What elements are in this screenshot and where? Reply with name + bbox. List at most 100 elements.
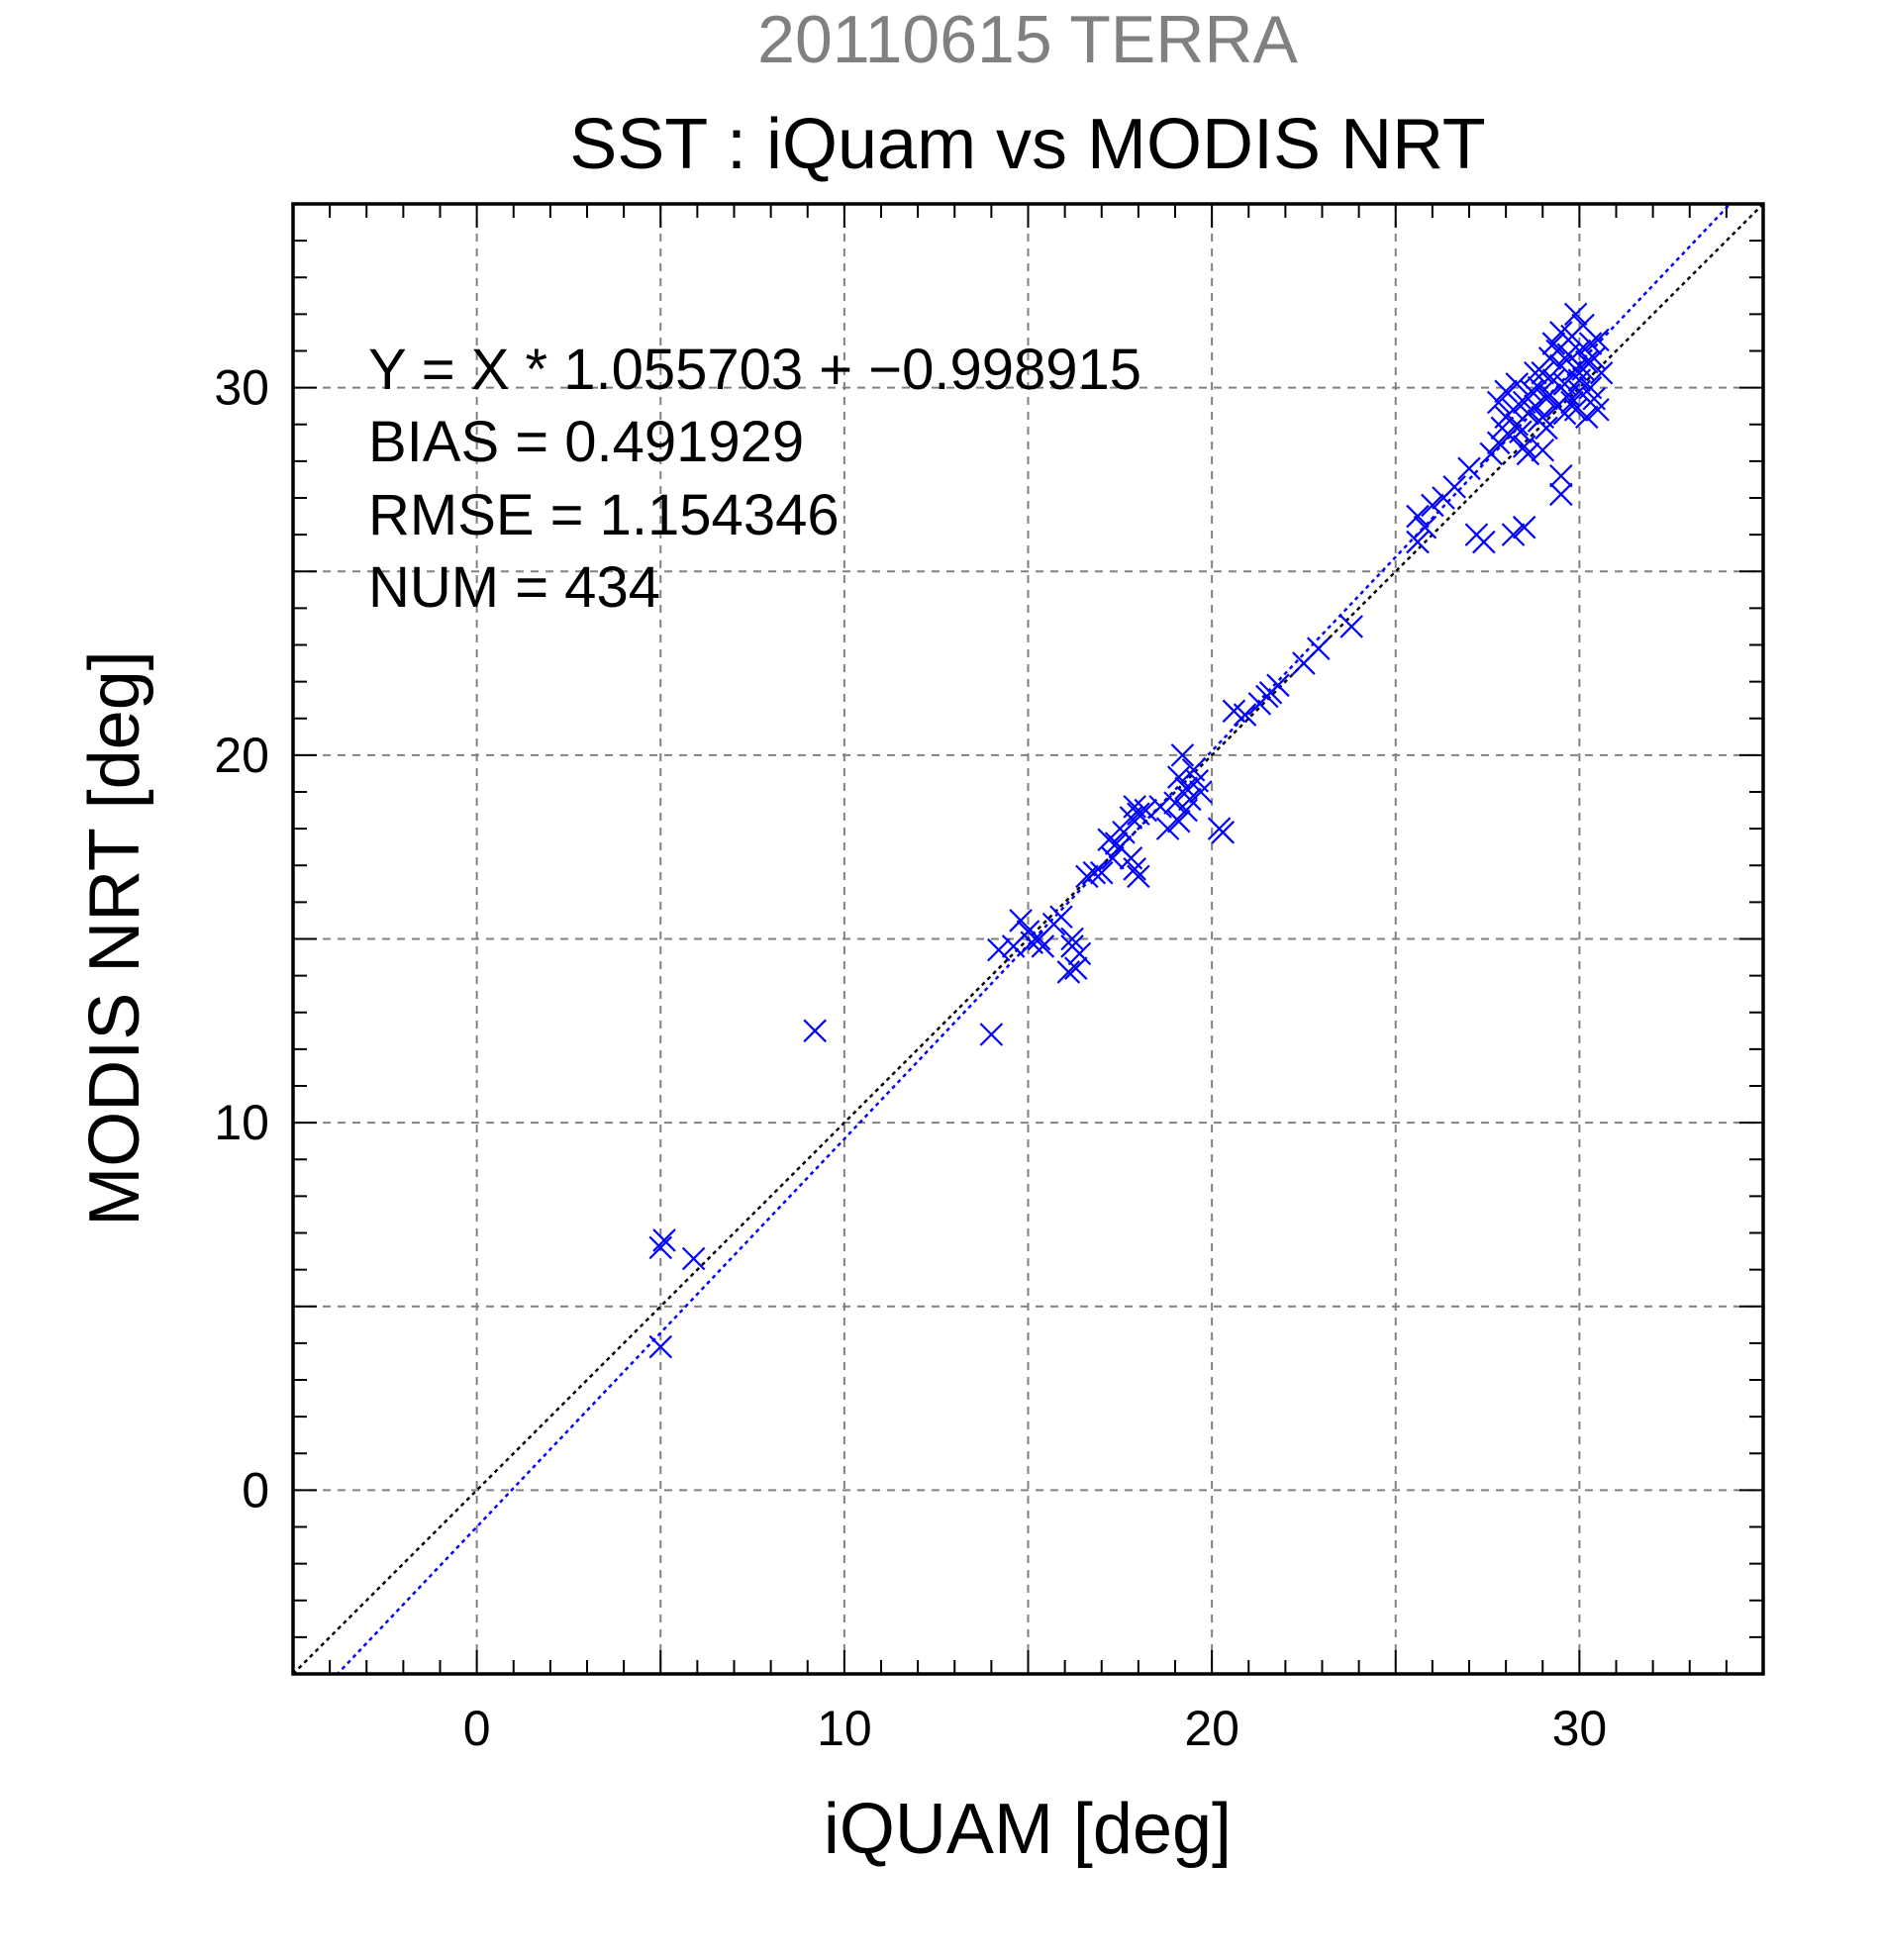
data-point <box>1127 802 1150 827</box>
data-point <box>1056 960 1081 984</box>
data-point <box>1101 846 1125 870</box>
data-points <box>648 302 1614 1359</box>
data-point <box>1049 905 1073 930</box>
y-tick-labels: 0 10 20 30 <box>214 360 269 1519</box>
data-point <box>1112 821 1136 844</box>
data-point <box>1307 637 1331 660</box>
chart-title: SST : iQuam vs MODIS NRT <box>569 105 1486 184</box>
data-point <box>1582 386 1606 411</box>
data-point <box>1406 504 1430 529</box>
data-point <box>1563 302 1588 327</box>
y-tick-label: 10 <box>214 1095 269 1150</box>
data-point <box>1063 956 1088 980</box>
data-point <box>1127 864 1150 889</box>
data-point <box>1189 780 1213 804</box>
x-tick-label: 10 <box>817 1701 872 1756</box>
num-text: NUM = 434 <box>368 555 660 620</box>
grid-lines <box>293 204 1763 1674</box>
data-point <box>1174 798 1198 823</box>
data-point <box>979 1023 1004 1046</box>
x-axis-label: iQUAM [deg] <box>824 1790 1232 1869</box>
data-point <box>1255 684 1279 709</box>
data-point <box>1166 809 1191 833</box>
data-point <box>1089 860 1114 885</box>
data-point <box>1166 765 1191 789</box>
data-point <box>987 937 1011 962</box>
data-point <box>1571 357 1595 381</box>
data-point <box>1516 441 1540 466</box>
data-point <box>1575 349 1599 374</box>
data-point <box>1148 795 1172 819</box>
y-tick-label: 30 <box>214 360 269 416</box>
data-point <box>1531 360 1555 385</box>
data-point <box>1060 927 1084 951</box>
data-point <box>1567 339 1592 363</box>
data-point <box>1406 530 1430 554</box>
data-point <box>1134 798 1158 823</box>
data-point <box>1421 493 1444 518</box>
data-point <box>1560 390 1584 415</box>
data-point <box>1512 515 1536 539</box>
data-point <box>1163 791 1187 815</box>
data-point <box>1531 438 1555 462</box>
plot-frame <box>291 202 1765 1676</box>
data-point <box>648 1334 673 1359</box>
data-point <box>1512 435 1536 458</box>
data-point <box>1155 817 1180 840</box>
data-point <box>1472 530 1496 554</box>
data-point <box>1442 475 1466 499</box>
data-point <box>803 1019 827 1043</box>
data-point <box>1211 821 1236 844</box>
bias-text: BIAS = 0.491929 <box>368 410 804 474</box>
data-point <box>1457 456 1481 481</box>
data-point <box>1494 379 1518 404</box>
data-point <box>1527 375 1551 400</box>
data-point <box>1413 515 1437 539</box>
data-point <box>1552 401 1577 426</box>
y-tick-label: 0 <box>242 1462 269 1518</box>
data-point <box>1524 360 1547 385</box>
data-point <box>1486 390 1511 415</box>
data-point <box>1108 834 1133 859</box>
data-point <box>1505 372 1530 396</box>
data-point <box>1567 379 1592 404</box>
data-point <box>1509 420 1533 443</box>
data-point <box>1486 431 1511 455</box>
rmse-text: RMSE = 1.154346 <box>368 483 840 547</box>
x-tick-label: 20 <box>1184 1701 1239 1756</box>
y-axis-label: MODIS NRT [deg] <box>75 650 154 1226</box>
data-point <box>1075 864 1099 889</box>
data-point <box>1545 339 1569 363</box>
data-point <box>1097 828 1121 852</box>
data-point <box>1578 332 1603 355</box>
data-point <box>1501 398 1526 422</box>
data-point <box>1479 441 1504 466</box>
data-point <box>1541 332 1566 355</box>
data-point <box>1123 857 1146 881</box>
data-point <box>1531 405 1555 430</box>
chart-suptitle: 20110615 TERRA <box>757 2 1298 77</box>
data-point <box>1031 934 1055 958</box>
data-point <box>1537 383 1562 407</box>
data-point <box>1082 860 1107 885</box>
fit-equation: Y = X * 1.055703 + −0.998915 <box>368 338 1141 402</box>
data-point <box>1009 909 1033 932</box>
data-point <box>1589 360 1614 385</box>
minor-ticks <box>293 204 1763 1674</box>
x-tick-label: 0 <box>463 1701 491 1756</box>
data-point <box>652 1228 676 1252</box>
data-point <box>1549 353 1573 378</box>
y-tick-label: 20 <box>214 728 269 783</box>
data-point <box>648 1235 673 1260</box>
data-point <box>1067 941 1092 966</box>
data-point <box>1339 615 1363 638</box>
data-point <box>1524 394 1547 418</box>
data-point <box>681 1246 706 1271</box>
stats-annotations: Y = X * 1.055703 + −0.998915 BIAS = 0.49… <box>368 338 1141 620</box>
data-point <box>1549 463 1573 488</box>
data-point <box>1549 482 1573 507</box>
data-point <box>1586 328 1610 352</box>
x-tick-label: 30 <box>1552 1701 1608 1756</box>
